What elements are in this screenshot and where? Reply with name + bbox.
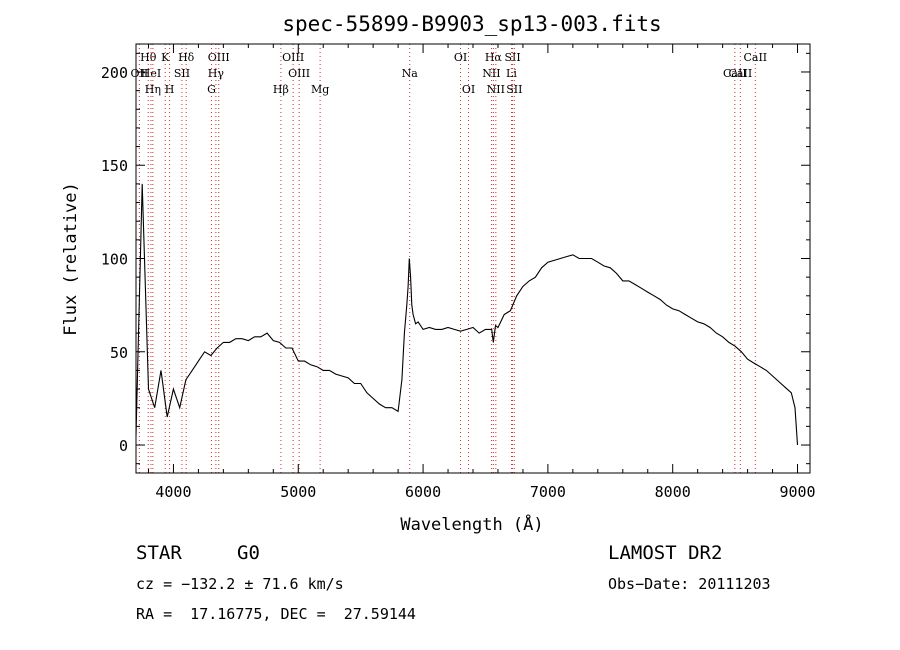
line-marker-label-20: NII	[487, 83, 505, 96]
line-marker-label-15: Na	[402, 67, 419, 80]
observation-date: Obs−Date: 20111203	[608, 575, 771, 593]
y-axis-label: Flux (relative)	[61, 182, 81, 336]
line-marker-label-13: Hβ	[273, 83, 289, 96]
x-tick-label-1: 5000	[280, 483, 316, 501]
line-marker-label-6: H	[165, 83, 175, 96]
line-marker-label-16: OI	[454, 51, 467, 64]
line-marker-label-2: HeI	[141, 67, 161, 80]
line-marker-label-11: OIII	[282, 51, 304, 64]
line-marker-label-5: SII	[174, 67, 190, 80]
x-tick-label-3: 7000	[530, 483, 566, 501]
plot-frame	[135, 43, 811, 474]
line-marker-label-8: OIII	[208, 51, 230, 64]
line-marker-label-22: Li	[506, 67, 517, 80]
line-marker-label-9: Hγ	[208, 67, 225, 80]
y-tick-label-0: 0	[119, 437, 128, 455]
line-marker-label-1: Hθ	[140, 51, 157, 64]
object-class: STAR	[136, 542, 182, 564]
chart-title: spec-55899-B9903_sp13-003.fits	[282, 12, 661, 36]
x-tick-label-4: 8000	[655, 483, 691, 501]
y-tick-label-3: 150	[101, 157, 128, 175]
x-tick-label-2: 6000	[405, 483, 441, 501]
x-tick-label-5: 9000	[779, 483, 815, 501]
subclass: G0	[237, 542, 260, 564]
line-marker-label-3: Hη	[145, 83, 161, 96]
spectrum-line	[135, 183, 799, 446]
line-marker-label-19: NII	[482, 67, 500, 80]
line-marker-label-10: G	[207, 83, 216, 96]
line-marker-label-24: CaII	[743, 51, 767, 64]
y-tick-label-2: 100	[101, 251, 128, 269]
line-marker-label-23: SII	[506, 83, 522, 96]
line-marker-label-21: SII	[504, 51, 520, 64]
line-marker-label-4: K	[161, 51, 170, 64]
line-marker-label-26: CaII	[729, 67, 753, 80]
y-tick-label-4: 200	[101, 64, 128, 82]
survey-name: LAMOST DR2	[608, 542, 723, 564]
line-marker-label-12: OIII	[288, 67, 310, 80]
x-axis-label: Wavelength (Å)	[400, 513, 543, 535]
line-marker-label-7: Hδ	[178, 51, 195, 64]
coordinates: RA = 17.16775, DEC = 27.59144	[136, 605, 416, 623]
line-marker-label-0: OII	[131, 67, 149, 80]
line-marker-label-18: Hα	[485, 51, 503, 64]
redshift-velocity: cz = −132.2 ± 71.6 km/s	[136, 575, 344, 593]
x-tick-label-0: 4000	[155, 483, 191, 501]
line-marker-label-14: Mg	[311, 83, 329, 96]
y-tick-label-1: 50	[110, 344, 128, 362]
line-marker-label-17: OI	[462, 83, 475, 96]
